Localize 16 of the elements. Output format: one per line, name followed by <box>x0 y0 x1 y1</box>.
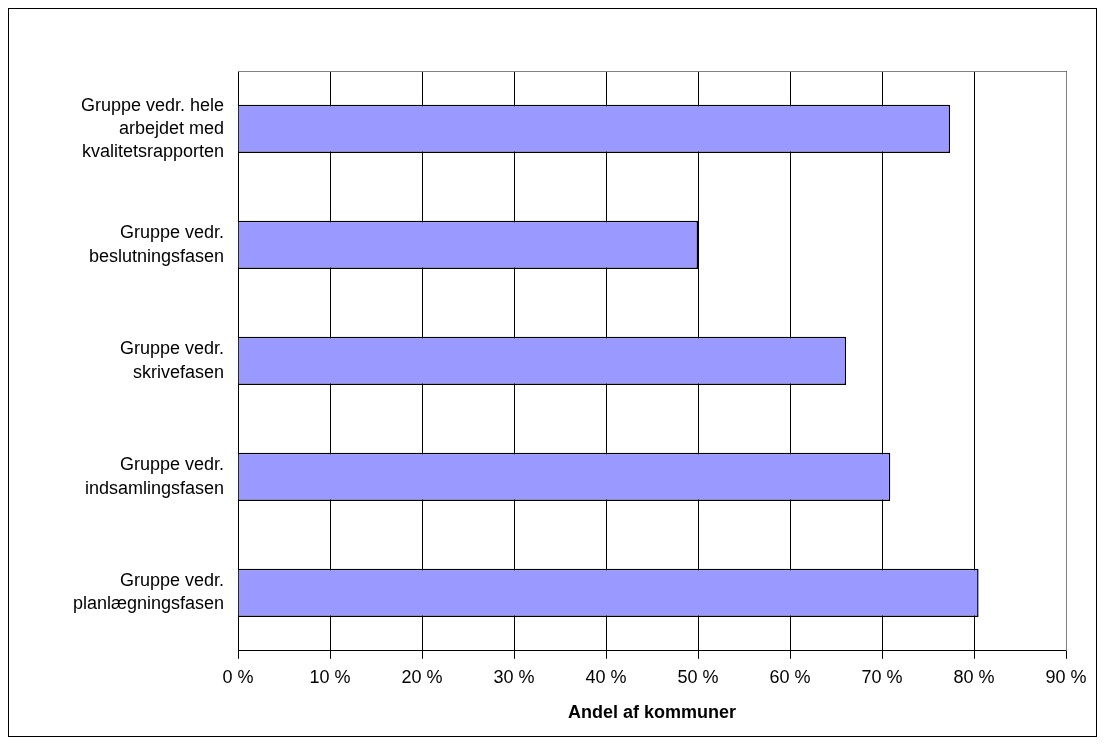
x-tick-label: 80 % <box>953 666 995 687</box>
x-tick-label: 0 % <box>222 666 254 687</box>
x-tick-label: 70 % <box>861 666 903 687</box>
x-tick-label: 20 % <box>401 666 443 687</box>
y-tick-label: Gruppe vedr. hele arbejdet med kvalitetsrapporten <box>80 94 224 162</box>
x-tick-label: 30 % <box>493 666 535 687</box>
x-tick-label: 50 % <box>677 666 719 687</box>
x-tick-label: 60 % <box>769 666 811 687</box>
x-axis-title: Andel af kommuner <box>567 702 737 723</box>
y-tick-label: Gruppe vedr. indsamlingsfasen <box>84 454 224 498</box>
x-tick-label: 40 % <box>585 666 627 687</box>
x-tick-label: 10 % <box>309 666 351 687</box>
x-tick-label: 90 % <box>1045 666 1087 687</box>
y-tick-label: Gruppe vedr. beslutningsfasen <box>88 222 224 266</box>
y-tick-label: Gruppe vedr. planlægningsfasen <box>72 570 224 614</box>
y-tick-label: Gruppe vedr. skrivefasen <box>119 338 224 382</box>
